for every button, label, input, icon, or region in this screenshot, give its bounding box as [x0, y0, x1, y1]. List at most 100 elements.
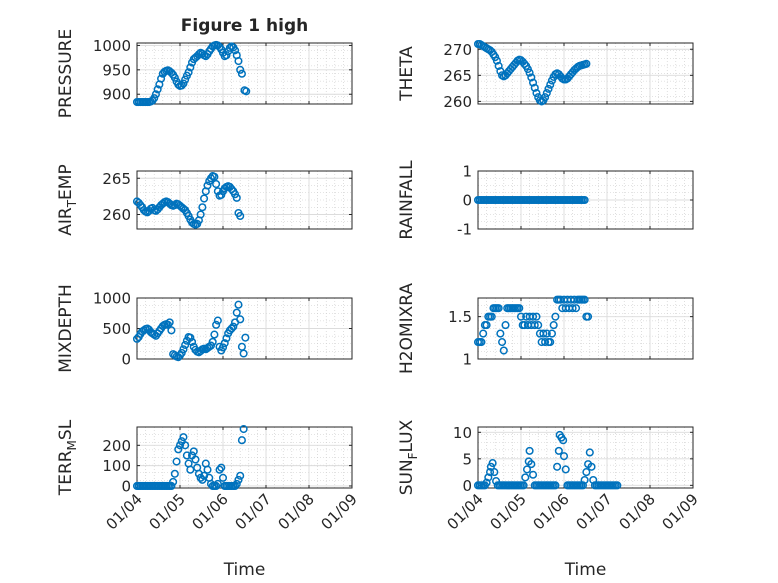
data-point	[212, 180, 221, 189]
y-tick-label: 10	[453, 424, 472, 442]
data-point	[516, 312, 526, 321]
y-tick-label: 5	[462, 450, 472, 468]
data-point	[546, 338, 555, 347]
data-point	[210, 330, 219, 339]
subplot-h2omixra: 1 1.5 H2OMIXRA	[397, 283, 694, 374]
y-axis-label: H2OMIXRA	[397, 283, 417, 374]
data-point	[587, 462, 596, 471]
data-point	[549, 321, 558, 330]
data-point	[236, 65, 245, 74]
y-tick-label: 270	[443, 41, 472, 59]
data-point	[222, 334, 231, 343]
data-point	[227, 324, 236, 333]
data-point	[571, 304, 581, 313]
subplot-mixdepth: 0 500 1000 MIXDEPTH	[56, 284, 353, 373]
data-point	[181, 340, 190, 350]
data-point	[546, 80, 555, 89]
data-point	[200, 194, 209, 203]
data-point	[490, 468, 499, 477]
data-point	[222, 51, 231, 60]
data-point	[198, 203, 207, 212]
data-point	[230, 481, 240, 491]
data-point	[237, 436, 246, 445]
data-point	[479, 329, 488, 338]
data-point	[532, 312, 541, 321]
data-point	[542, 329, 551, 338]
data-point	[527, 73, 536, 82]
data-point	[186, 63, 195, 72]
y-tick-label: 260	[443, 93, 472, 111]
subplot-theta: 260 265 270 THETA	[397, 39, 694, 111]
data-point	[212, 320, 221, 329]
data-point	[528, 78, 538, 87]
y-axis-label: PRESSURE	[56, 29, 76, 118]
data-point	[553, 462, 562, 471]
y-tick-label: 260	[102, 206, 131, 224]
data-point	[539, 329, 548, 338]
data-point	[494, 304, 503, 313]
y-tick-label: 1	[462, 163, 472, 181]
data-point	[179, 79, 188, 88]
y-tick-label: 1	[462, 351, 472, 369]
data-point	[485, 468, 495, 477]
plot-area	[478, 43, 693, 104]
data-point	[170, 201, 179, 210]
data-point	[530, 83, 539, 92]
data-point	[236, 211, 245, 220]
data-point	[484, 473, 493, 482]
data-point	[208, 337, 217, 346]
y-tick-label: 0	[462, 192, 472, 210]
data-point	[541, 93, 550, 102]
data-point	[559, 452, 569, 461]
data-point	[241, 333, 250, 342]
plot-area	[137, 171, 352, 229]
y-tick-label: 100	[102, 457, 131, 475]
subplot-pressure: 900 950 1000 Figure 1 high PRESSURE	[56, 16, 353, 118]
data-point	[578, 481, 587, 490]
data-point	[580, 295, 589, 304]
data-point	[515, 304, 524, 313]
data-point	[482, 478, 491, 487]
chart-title: Figure 1 high	[181, 16, 309, 36]
y-tick-label: 200	[102, 437, 131, 455]
data-point	[181, 441, 190, 450]
data-point	[554, 446, 563, 455]
subplot-airtemp: 260 265 AIRTEMP	[56, 164, 353, 236]
data-point	[196, 210, 205, 219]
data-point	[170, 73, 179, 82]
data-point	[580, 475, 589, 485]
plot-area	[478, 427, 693, 488]
data-point	[544, 84, 553, 93]
y-tick-label: 1000	[93, 37, 131, 55]
data-point	[236, 471, 245, 480]
data-point	[492, 56, 501, 65]
data-point	[212, 481, 221, 491]
data-point	[239, 424, 248, 434]
data-point	[236, 315, 245, 324]
data-point	[179, 345, 188, 354]
y-tick-label: 500	[102, 320, 131, 338]
data-point	[561, 465, 570, 474]
data-point	[534, 321, 543, 330]
data-point	[582, 468, 591, 477]
data-point	[521, 473, 530, 482]
data-point	[186, 333, 195, 342]
data-point	[230, 46, 240, 55]
data-point	[547, 329, 557, 338]
data-point	[498, 338, 507, 347]
data-point	[179, 433, 188, 442]
subplot-rainfall: -1 0 1 RAINFALL	[397, 160, 694, 240]
data-point	[165, 318, 174, 327]
data-point	[177, 81, 186, 90]
y-tick-label: 950	[102, 61, 131, 79]
data-point	[217, 463, 226, 472]
data-point	[580, 195, 589, 205]
data-point	[229, 322, 238, 331]
data-point	[234, 475, 243, 484]
data-point	[170, 469, 179, 478]
data-point	[488, 459, 497, 468]
data-point	[551, 481, 560, 490]
data-point	[186, 465, 195, 474]
data-point	[157, 74, 166, 83]
